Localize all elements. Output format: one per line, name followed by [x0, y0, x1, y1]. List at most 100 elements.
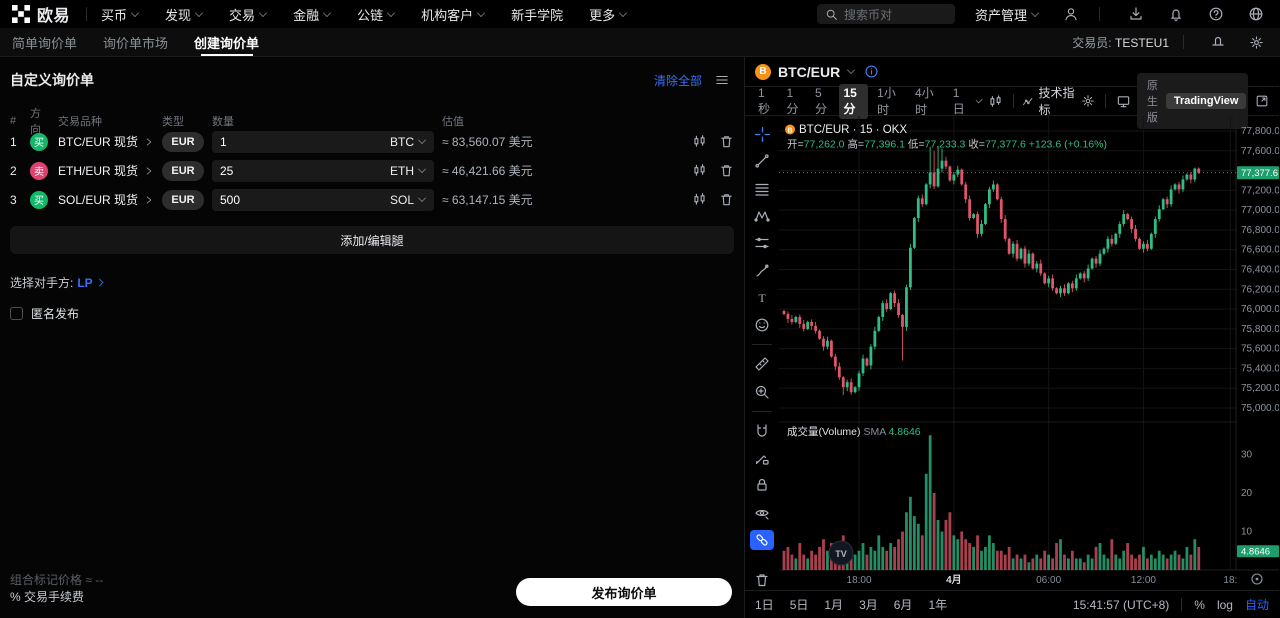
range-5d[interactable]: 5日: [789, 598, 809, 612]
interval-5m[interactable]: 5分: [815, 85, 828, 116]
unit-selector[interactable]: ETH: [390, 164, 426, 178]
chevron-down-icon[interactable]: [975, 95, 984, 104]
gear-icon[interactable]: [1244, 31, 1268, 53]
range-1y[interactable]: 1年: [928, 598, 948, 612]
percent-scale-button[interactable]: %: [1194, 597, 1205, 612]
menu-item-discover[interactable]: 发现: [165, 5, 204, 24]
tab-simple-rfq[interactable]: 简单询价单: [12, 35, 78, 51]
candle-style-icon[interactable]: [987, 90, 1006, 112]
menu-item-buy[interactable]: 买币: [101, 5, 139, 24]
fib-retracement-tool[interactable]: [750, 179, 774, 199]
bell-icon[interactable]: [1164, 3, 1188, 25]
hide-drawings-tool[interactable]: [750, 503, 774, 523]
ruler-tool[interactable]: [750, 354, 774, 374]
display-icon[interactable]: [1114, 90, 1133, 112]
auto-scale-button[interactable]: 自动: [1244, 598, 1269, 612]
counterparty-selector[interactable]: LP: [77, 276, 104, 290]
xabcd-pattern-tool[interactable]: [750, 206, 774, 226]
price-chart[interactable]: 77,377.6 75,000.0 75,200.0 75,400.0 75,600.0…: [779, 116, 1279, 590]
magnet-tool[interactable]: [750, 421, 774, 441]
menu-item-chain[interactable]: 公链: [357, 5, 396, 24]
trash-icon[interactable]: [719, 134, 734, 149]
expand-icon[interactable]: [1252, 90, 1271, 112]
toggle-tradingview[interactable]: TradingView: [1165, 93, 1247, 109]
range-3mo[interactable]: 3月: [859, 598, 878, 612]
quantity-field[interactable]: ETH: [212, 159, 434, 182]
menu-item-academy[interactable]: 新手学院: [511, 7, 564, 23]
svg-text:75,200.0: 75,200.0: [1241, 383, 1279, 394]
quantity-field[interactable]: BTC: [212, 130, 434, 153]
candles-icon[interactable]: [692, 163, 707, 178]
pair-selector[interactable]: BTC/EUR 现货: [58, 133, 154, 150]
log-scale-button[interactable]: log: [1216, 597, 1233, 612]
drawing-edit-lock-tool[interactable]: [750, 448, 774, 468]
quantity-input[interactable]: [220, 134, 384, 149]
quantity-field[interactable]: SOL: [212, 188, 434, 211]
text-tool[interactable]: T: [750, 288, 774, 308]
download-icon[interactable]: [1124, 3, 1148, 25]
emoji-tool[interactable]: [750, 315, 774, 335]
user-icon[interactable]: [1059, 3, 1083, 25]
menu-item-trade[interactable]: 交易: [229, 5, 268, 24]
interval-1h[interactable]: 1小时: [877, 86, 896, 117]
interval-1d[interactable]: 1日: [952, 85, 965, 116]
add-edit-legs-button[interactable]: 添加/编辑腿: [10, 226, 734, 254]
range-6mo[interactable]: 6月: [893, 598, 913, 612]
svg-text:77,800.0: 77,800.0: [1241, 126, 1279, 137]
info-icon[interactable]: [864, 64, 879, 79]
okx-logo[interactable]: 欧易: [12, 2, 70, 26]
long-position-tool[interactable]: [750, 233, 774, 253]
brush-tool[interactable]: [750, 260, 774, 280]
hat-icon[interactable]: [1206, 31, 1230, 53]
lock-all-tool[interactable]: [750, 475, 774, 495]
page-title: 自定义询价单: [10, 72, 94, 88]
unit-selector[interactable]: SOL: [390, 193, 426, 207]
clock[interactable]: 15:41:57 (UTC+8): [1072, 597, 1170, 612]
unit-selector[interactable]: BTC: [390, 135, 426, 149]
chevron-down-icon: [131, 8, 139, 17]
indicators-button[interactable]: 技术指标: [1022, 84, 1075, 118]
type-pill[interactable]: EUR: [162, 131, 204, 152]
menu-item-institutional[interactable]: 机构客户: [421, 5, 486, 24]
publish-rfq-button[interactable]: 发布询价单: [516, 578, 732, 606]
help-icon[interactable]: [1204, 3, 1228, 25]
interval-1m[interactable]: 1分: [786, 85, 799, 116]
chevron-down-icon[interactable]: [847, 66, 856, 74]
quantity-input[interactable]: [220, 163, 384, 178]
link-tool[interactable]: [750, 529, 774, 551]
trash-icon[interactable]: [719, 192, 734, 207]
tab-rfq-market[interactable]: 询价单市场: [103, 35, 169, 51]
search-input[interactable]: 搜索币对: [816, 4, 955, 24]
divider: [1105, 94, 1107, 108]
globe-icon[interactable]: [1244, 3, 1268, 25]
range-1d[interactable]: 1日: [755, 598, 774, 612]
menu-icon[interactable]: [710, 69, 734, 91]
assets-menu[interactable]: 资产管理: [975, 5, 1039, 24]
leg-index: 3: [10, 192, 17, 207]
toggle-native[interactable]: 原生版: [1146, 80, 1158, 124]
anonymous-checkbox[interactable]: [10, 307, 23, 320]
svg-text:12:00: 12:00: [1131, 575, 1156, 586]
trash-icon[interactable]: [719, 163, 734, 178]
type-pill[interactable]: EUR: [162, 189, 204, 210]
pair-selector[interactable]: ETH/EUR 现货: [58, 162, 154, 179]
tab-create-rfq[interactable]: 创建询价单: [194, 28, 259, 56]
candles-icon[interactable]: [692, 134, 707, 149]
menu-item-more[interactable]: 更多: [589, 5, 628, 24]
type-pill[interactable]: EUR: [162, 160, 204, 181]
range-1mo[interactable]: 1月: [824, 598, 844, 612]
candles-icon[interactable]: [692, 192, 707, 207]
interval-15m[interactable]: 15分: [838, 83, 869, 119]
trend-line-tool[interactable]: [750, 151, 774, 171]
zoom-in-tool[interactable]: [750, 381, 774, 401]
quantity-input[interactable]: [220, 192, 384, 207]
menu-item-finance[interactable]: 金融: [293, 5, 332, 24]
interval-4h[interactable]: 4小时: [914, 86, 934, 117]
gear-icon[interactable]: [1079, 90, 1098, 112]
symbol-selector[interactable]: BTC/EUR: [778, 63, 841, 80]
remove-drawings-tool[interactable]: [750, 570, 774, 590]
pair-selector[interactable]: SOL/EUR 现货: [58, 191, 154, 208]
clear-all-link[interactable]: 清除全部: [653, 73, 702, 88]
interval-1s[interactable]: 1秒: [758, 85, 771, 116]
crosshair-tool[interactable]: [750, 124, 774, 144]
